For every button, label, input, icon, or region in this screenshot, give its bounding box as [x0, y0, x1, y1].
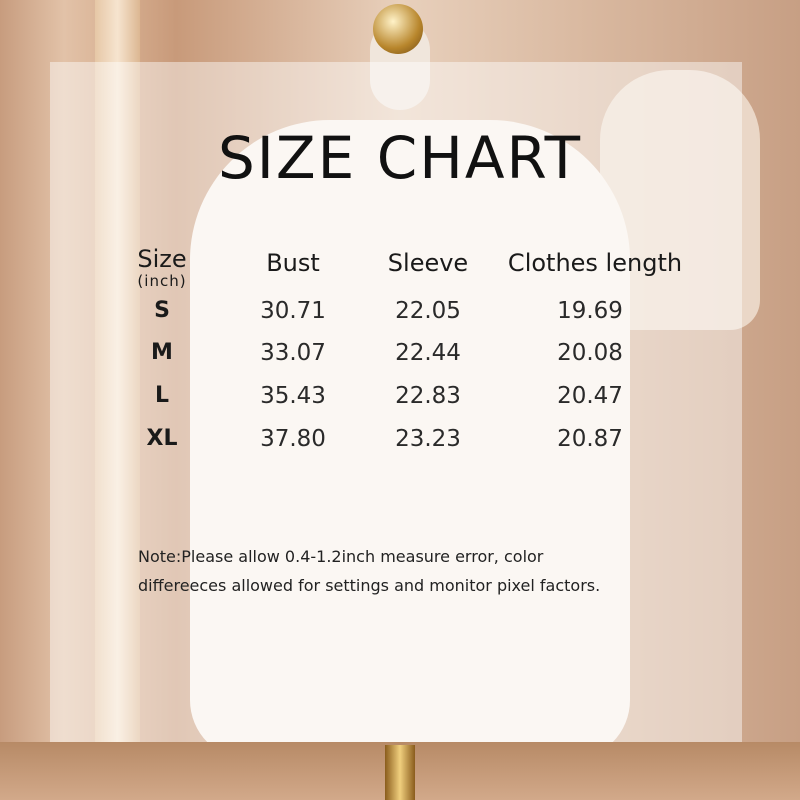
cell-bust: 35.43 [260, 383, 326, 409]
cell-sleeve: 22.05 [395, 298, 461, 324]
cell-size: M [151, 340, 173, 365]
mannequin-stand [385, 745, 415, 800]
header-unit: (inch) [137, 272, 187, 290]
header-size: Size [137, 245, 187, 273]
cell-sleeve: 22.83 [395, 383, 461, 409]
header-clothes-length: Clothes length [507, 249, 683, 277]
cell-clothes-length: 20.08 [557, 340, 623, 366]
cell-bust: 33.07 [260, 340, 326, 366]
header-bust: Bust [266, 249, 320, 277]
sweater-photo [190, 120, 630, 760]
cell-clothes-length: 20.87 [557, 426, 623, 452]
background-pillar [95, 0, 140, 800]
cell-bust: 30.71 [260, 298, 326, 324]
note-line-2: differeeces allowed for settings and mon… [138, 576, 601, 595]
cell-size: XL [146, 426, 178, 451]
size-chart-panel [50, 62, 742, 742]
cell-size: L [154, 383, 170, 408]
mannequin-knob [373, 4, 423, 54]
cell-clothes-length: 20.47 [557, 383, 623, 409]
cell-sleeve: 22.44 [395, 340, 461, 366]
page-title: SIZE CHART [217, 124, 583, 192]
note-line-1: Note:Please allow 0.4-1.2inch measure er… [138, 547, 544, 566]
cell-sleeve: 23.23 [395, 426, 461, 452]
note-text: Note:Please allow 0.4-1.2inch measure er… [138, 542, 738, 600]
cell-bust: 37.80 [260, 426, 326, 452]
cell-size: S [154, 298, 170, 323]
cell-clothes-length: 19.69 [557, 298, 623, 324]
header-sleeve: Sleeve [387, 249, 469, 277]
